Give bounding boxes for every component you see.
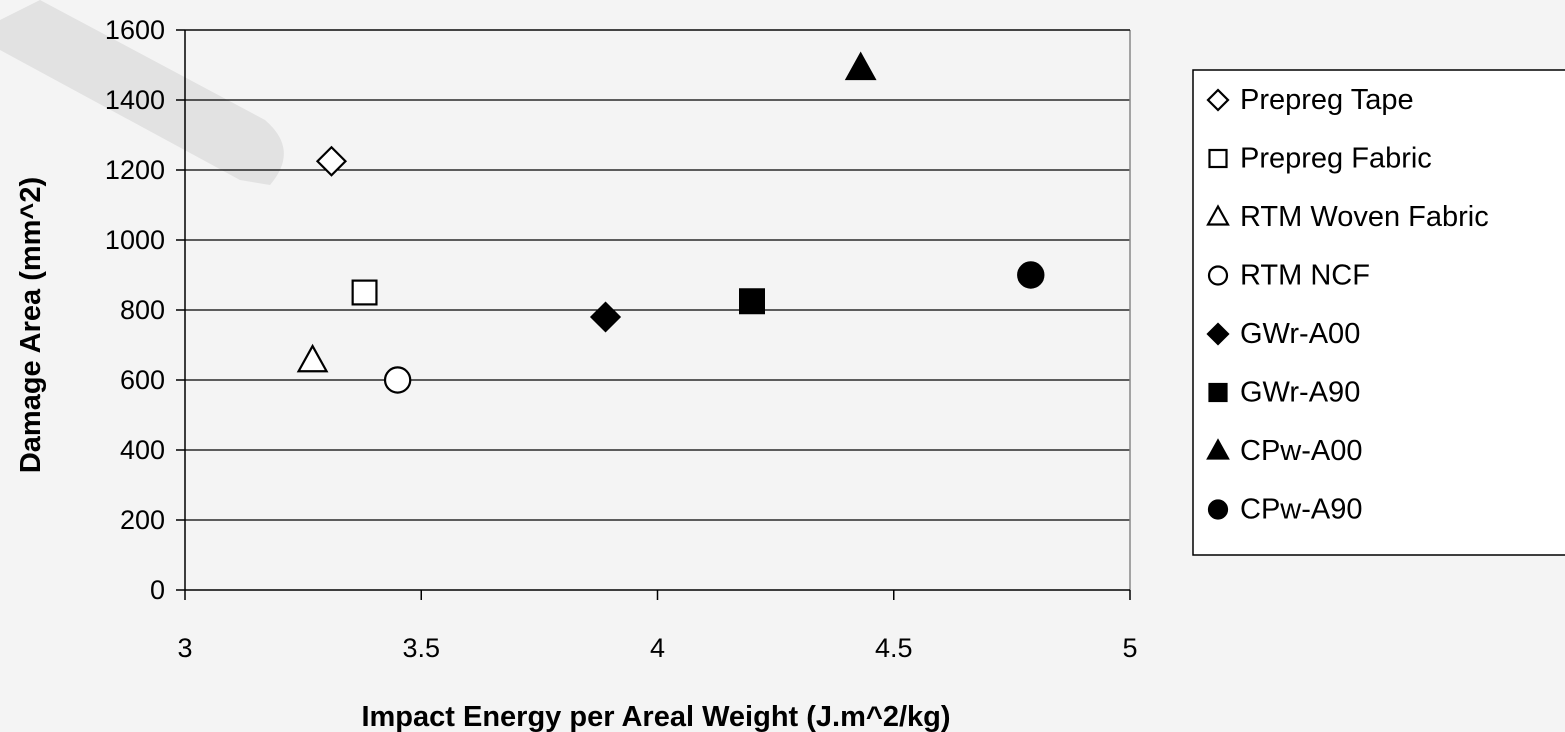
legend-label: RTM Woven Fabric: [1240, 201, 1489, 233]
legend-label: CPw-A90: [1240, 494, 1363, 526]
legend-label: GWr-A00: [1240, 318, 1360, 350]
x-tick-label: 4.5: [875, 633, 913, 663]
y-tick-label: 800: [120, 295, 165, 325]
y-tick-label: 1200: [105, 155, 165, 185]
data-point-square: [351, 279, 378, 306]
y-axis-title: Damage Area (mm^2): [15, 177, 47, 473]
background-watermark: [0, 0, 284, 185]
legend-label: GWr-A90: [1240, 377, 1360, 409]
y-tick-label: 1400: [105, 85, 165, 115]
legend-label: Prepreg Fabric: [1240, 143, 1432, 175]
data-point-circle: [1017, 261, 1045, 289]
legend-marker: [1206, 322, 1230, 346]
legend-box: [1192, 69, 1565, 556]
legend-marker: [1206, 438, 1230, 460]
y-tick-label: 0: [150, 575, 165, 605]
x-tick-label: 5: [1122, 633, 1137, 663]
legend-marker: [1206, 88, 1230, 112]
legend-label: Prepreg Tape: [1240, 84, 1414, 116]
y-tick-label: 1000: [105, 225, 165, 255]
legend-label: CPw-A00: [1240, 435, 1363, 467]
data-point-diamond: [315, 145, 348, 177]
data-point-circle: [383, 366, 412, 394]
data-point-square: [738, 288, 765, 315]
legend-marker: [1208, 382, 1228, 403]
legend-marker: [1208, 148, 1228, 169]
legend: Prepreg Tape Prepreg Fabric RTM Woven Fabr…: [1192, 69, 1565, 556]
plot-area: 0 200 400 600 800 1000 1200 1400 1600 3 3.5 4 4.5 5 Im…: [15, 15, 1138, 732]
legend-marker: [1207, 499, 1229, 520]
data-point-diamond: [589, 301, 622, 333]
x-tick-label: 3: [177, 633, 192, 663]
data-point-triangle: [296, 343, 329, 373]
y-tick-label: 200: [120, 505, 165, 535]
data-point-triangle: [844, 51, 877, 81]
x-axis-title: Impact Energy per Areal Weight (J.m^2/kg…: [361, 701, 950, 732]
x-tick-label: 4: [650, 633, 665, 663]
y-tick-label: 1600: [105, 15, 165, 45]
legend-marker: [1207, 265, 1229, 286]
legend-marker: [1206, 204, 1230, 226]
y-tick-label: 600: [120, 365, 165, 395]
y-tick-label: 400: [120, 435, 165, 465]
legend-label: RTM NCF: [1240, 260, 1370, 292]
x-tick-label: 3.5: [402, 633, 440, 663]
